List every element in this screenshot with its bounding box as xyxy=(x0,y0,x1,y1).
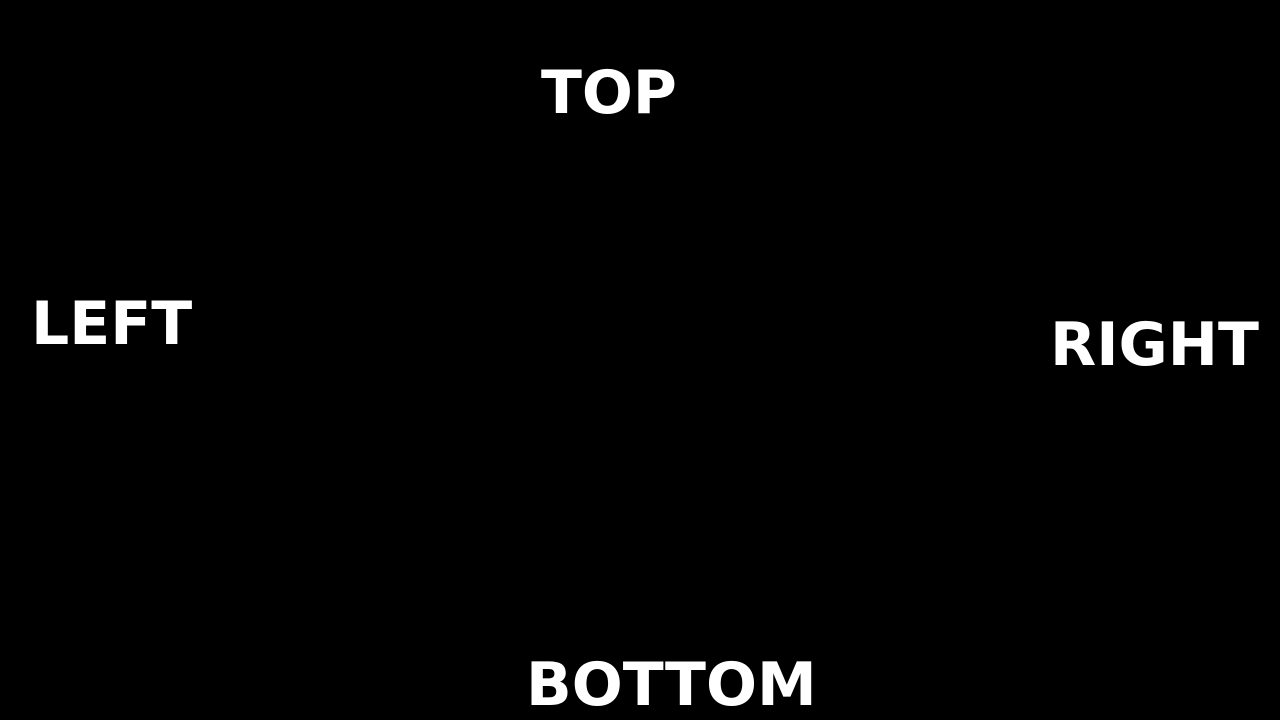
top-label: TOP xyxy=(541,58,677,128)
bottom-label: BOTTOM xyxy=(526,650,817,720)
right-label: RIGHT xyxy=(1050,310,1259,380)
left-label: LEFT xyxy=(31,289,193,359)
